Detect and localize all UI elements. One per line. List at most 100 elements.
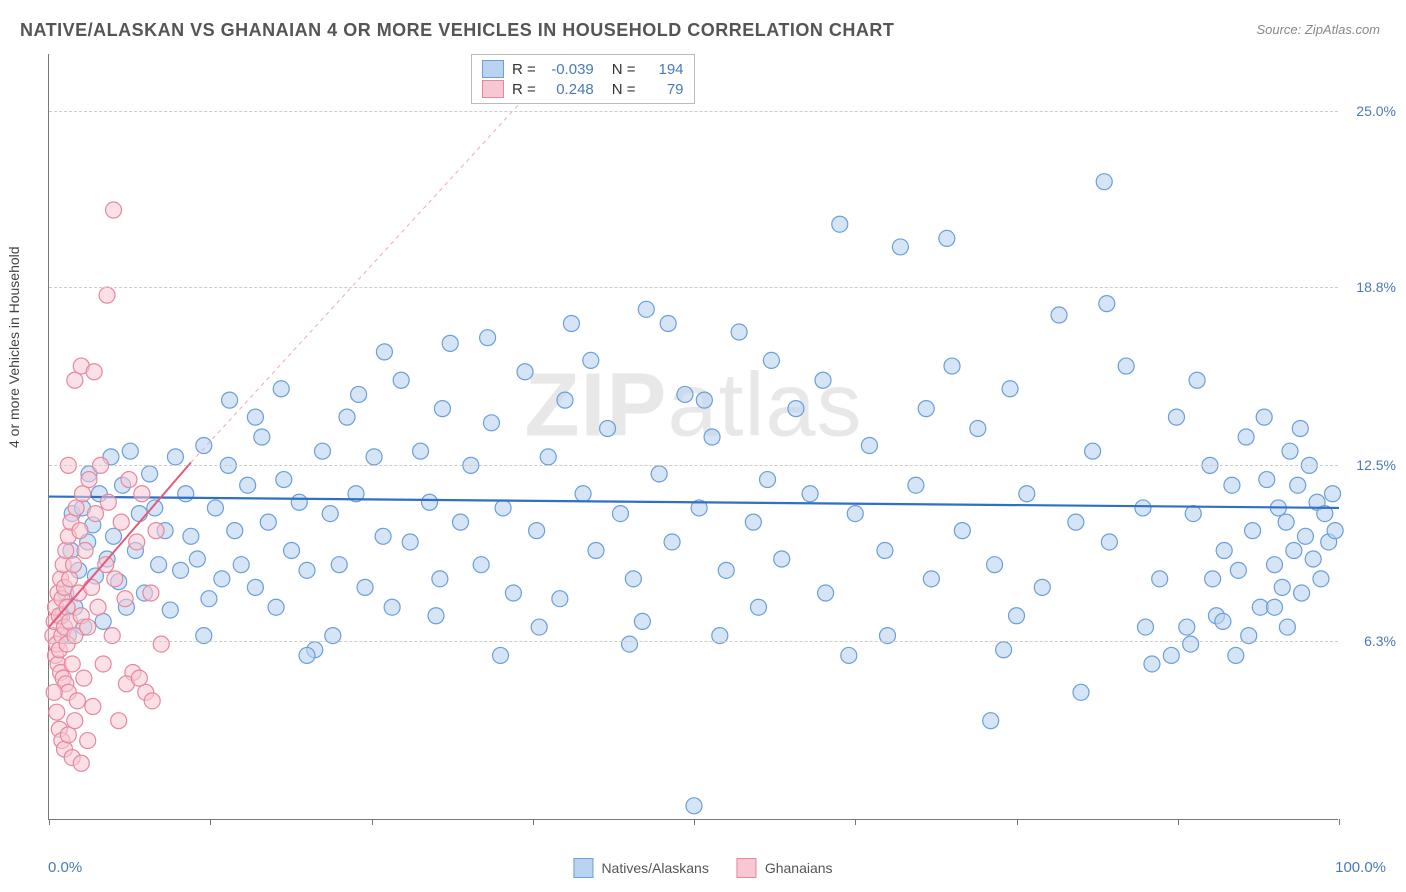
data-point bbox=[1002, 381, 1018, 397]
data-point bbox=[1279, 619, 1295, 635]
data-point bbox=[167, 449, 183, 465]
stat-n-value: 194 bbox=[644, 61, 684, 78]
data-point bbox=[774, 551, 790, 567]
stat-r-value: 0.248 bbox=[544, 81, 594, 98]
data-point bbox=[600, 420, 616, 436]
data-point bbox=[563, 316, 579, 332]
data-point bbox=[1297, 528, 1313, 544]
data-point bbox=[1327, 523, 1343, 539]
gridline bbox=[49, 641, 1338, 642]
data-point bbox=[240, 477, 256, 493]
x-tick bbox=[49, 819, 50, 825]
data-point bbox=[1205, 571, 1221, 587]
data-point bbox=[67, 713, 83, 729]
legend-label: Natives/Alaskans bbox=[601, 860, 708, 876]
data-point bbox=[87, 506, 103, 522]
data-point bbox=[73, 755, 89, 771]
data-point bbox=[147, 500, 163, 516]
data-point bbox=[480, 330, 496, 346]
data-point bbox=[291, 494, 307, 510]
legend-item: Ghanaians bbox=[737, 858, 833, 878]
data-point bbox=[144, 693, 160, 709]
data-point bbox=[214, 571, 230, 587]
data-point bbox=[77, 542, 93, 558]
stat-r-label: R = bbox=[512, 81, 536, 98]
data-point bbox=[1101, 534, 1117, 550]
stat-n-label: N = bbox=[612, 61, 636, 78]
y-tick-label: 12.5% bbox=[1344, 457, 1396, 473]
data-point bbox=[64, 656, 80, 672]
data-point bbox=[731, 324, 747, 340]
data-point bbox=[540, 449, 556, 465]
data-point bbox=[847, 506, 863, 522]
data-point bbox=[832, 216, 848, 232]
data-point bbox=[664, 534, 680, 550]
data-point bbox=[299, 562, 315, 578]
data-point bbox=[651, 466, 667, 482]
data-point bbox=[1185, 506, 1201, 522]
data-point bbox=[939, 230, 955, 246]
data-point bbox=[954, 523, 970, 539]
data-point bbox=[81, 472, 97, 488]
data-point bbox=[276, 472, 292, 488]
data-point bbox=[131, 506, 147, 522]
data-point bbox=[121, 472, 137, 488]
series-swatch bbox=[482, 60, 504, 78]
data-point bbox=[745, 514, 761, 530]
data-point bbox=[505, 585, 521, 601]
gridline bbox=[49, 465, 1338, 466]
data-point bbox=[99, 287, 115, 303]
data-point bbox=[260, 514, 276, 530]
data-point bbox=[143, 585, 159, 601]
data-point bbox=[72, 523, 88, 539]
data-point bbox=[432, 571, 448, 587]
data-point bbox=[1278, 514, 1294, 530]
data-point bbox=[612, 506, 628, 522]
data-point bbox=[1238, 429, 1254, 445]
data-point bbox=[718, 562, 734, 578]
data-point bbox=[918, 401, 934, 417]
data-point bbox=[638, 301, 654, 317]
data-point bbox=[788, 401, 804, 417]
data-point bbox=[1230, 562, 1246, 578]
data-point bbox=[351, 386, 367, 402]
data-point bbox=[1267, 557, 1283, 573]
chart-title: NATIVE/ALASKAN VS GHANAIAN 4 OR MORE VEH… bbox=[20, 20, 894, 41]
data-point bbox=[1073, 684, 1089, 700]
data-point bbox=[69, 693, 85, 709]
data-point bbox=[625, 571, 641, 587]
data-point bbox=[818, 585, 834, 601]
x-tick bbox=[694, 819, 695, 825]
x-tick bbox=[1017, 819, 1018, 825]
data-point bbox=[151, 557, 167, 573]
data-point bbox=[183, 528, 199, 544]
data-point bbox=[299, 647, 315, 663]
data-point bbox=[634, 613, 650, 629]
data-point bbox=[134, 486, 150, 502]
data-point bbox=[760, 472, 776, 488]
data-point bbox=[162, 602, 178, 618]
data-point bbox=[95, 656, 111, 672]
data-point bbox=[1292, 420, 1308, 436]
data-point bbox=[1135, 500, 1151, 516]
x-tick bbox=[533, 819, 534, 825]
data-point bbox=[80, 733, 96, 749]
data-point bbox=[483, 415, 499, 431]
data-point bbox=[1282, 443, 1298, 459]
legend-label: Ghanaians bbox=[765, 860, 833, 876]
data-point bbox=[75, 486, 91, 502]
stats-row: R =-0.039N =194 bbox=[482, 59, 684, 79]
data-point bbox=[84, 579, 100, 595]
data-point bbox=[908, 477, 924, 493]
data-point bbox=[227, 523, 243, 539]
data-point bbox=[58, 542, 74, 558]
data-point bbox=[148, 523, 164, 539]
data-point bbox=[1290, 477, 1306, 493]
data-point bbox=[322, 506, 338, 522]
y-tick-label: 25.0% bbox=[1344, 103, 1396, 119]
data-point bbox=[763, 352, 779, 368]
stat-n-value: 79 bbox=[644, 81, 684, 98]
data-point bbox=[1228, 647, 1244, 663]
data-point bbox=[85, 699, 101, 715]
series-legend: Natives/Alaskans Ghanaians bbox=[573, 858, 832, 878]
